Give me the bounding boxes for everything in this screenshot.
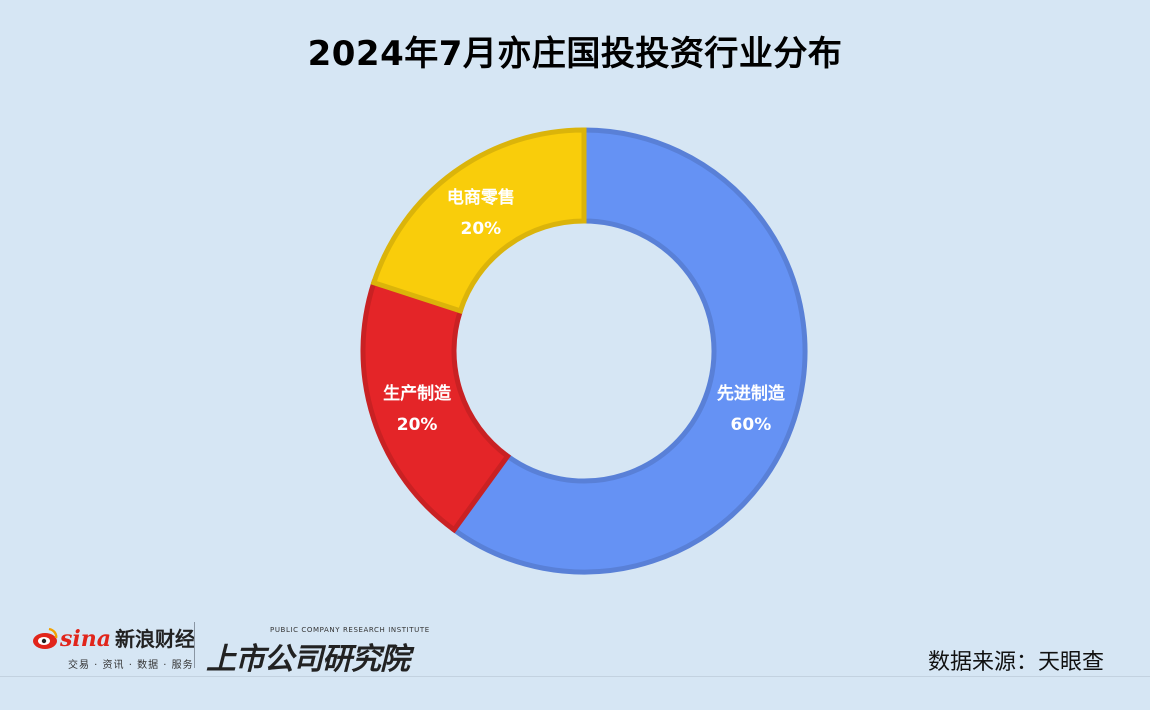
slice-0: [450, 127, 808, 575]
institute-english-name: PUBLIC COMPANY RESEARCH INSTITUTE: [270, 626, 430, 634]
institute-chinese-name: 上市公司研究院: [206, 642, 410, 677]
data-source: 数据来源：天眼查: [927, 650, 1104, 675]
sina-finance-name: 新浪财经: [115, 627, 195, 651]
slice-label-2: 电商零售: [447, 187, 515, 208]
slice-2: [370, 127, 587, 314]
sina-finance-logo: sina 新浪财经 交易 · 资讯 · 数据 · 服务: [32, 624, 195, 671]
slice-value-0: 60%: [731, 415, 772, 435]
research-institute-logo: PUBLIC COMPANY RESEARCH INSTITUTE 上市公司研究…: [206, 620, 429, 677]
slice-value-2: 20%: [460, 219, 501, 239]
sina-tagline: 交易 · 资讯 · 数据 · 服务: [68, 660, 194, 671]
slice-label-1: 生产制造: [383, 383, 452, 404]
footer-divider: [0, 676, 1150, 677]
slice-1: [360, 279, 512, 534]
slice-label-0: 先进制造: [717, 383, 786, 404]
slice-value-1: 20%: [397, 415, 438, 435]
sina-eye-icon: [33, 627, 58, 649]
logo-divider: [194, 622, 195, 668]
chart-title: 2024年7月亦庄国投投资行业分布: [307, 34, 843, 74]
sina-brand-text: sina: [60, 626, 111, 652]
